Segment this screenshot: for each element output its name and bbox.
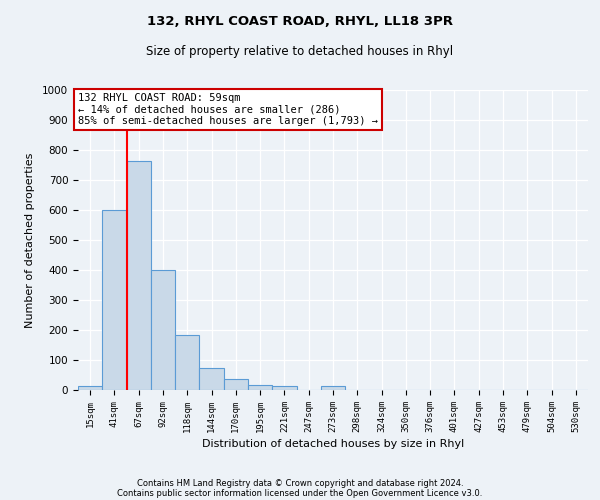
Text: 132, RHYL COAST ROAD, RHYL, LL18 3PR: 132, RHYL COAST ROAD, RHYL, LL18 3PR [147,15,453,28]
Bar [199,368,224,390]
Text: 132 RHYL COAST ROAD: 59sqm
← 14% of detached houses are smaller (286)
85% of sem: 132 RHYL COAST ROAD: 59sqm ← 14% of deta… [78,93,378,126]
Bar [127,160,151,390]
Bar [175,334,199,390]
Text: Contains public sector information licensed under the Open Government Licence v3: Contains public sector information licen… [118,488,482,498]
X-axis label: Distribution of detached houses by size in Rhyl: Distribution of detached houses by size … [202,439,464,449]
Bar [224,378,248,390]
Bar [321,386,345,390]
Text: Contains HM Land Registry data © Crown copyright and database right 2024.: Contains HM Land Registry data © Crown c… [137,478,463,488]
Bar [151,270,175,390]
Y-axis label: Number of detached properties: Number of detached properties [25,152,35,328]
Bar [248,384,272,390]
Bar [272,386,296,390]
Bar [102,210,127,390]
Bar [78,386,102,390]
Text: Size of property relative to detached houses in Rhyl: Size of property relative to detached ho… [146,45,454,58]
